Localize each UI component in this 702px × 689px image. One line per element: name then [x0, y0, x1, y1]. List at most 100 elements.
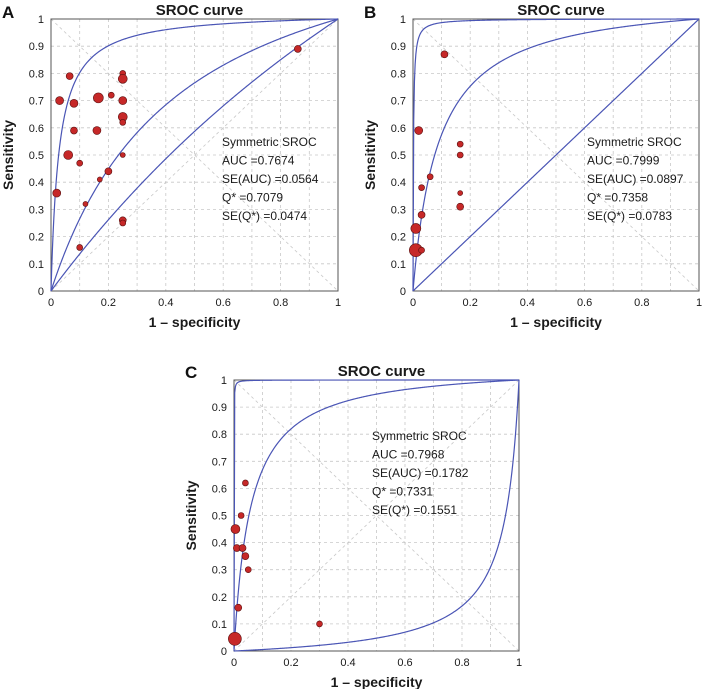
- plot-area: [234, 380, 519, 651]
- study-point: [456, 151, 464, 159]
- annotation-line: Symmetric SROC: [372, 429, 467, 443]
- y-tick-label: 0.1: [29, 259, 44, 271]
- sroc-curve-1: [412, 18, 699, 291]
- y-tick-label: 0.2: [29, 232, 44, 244]
- x-tick-label: 1: [696, 297, 702, 309]
- y-tick-label: 0.5: [212, 511, 227, 523]
- study-point: [238, 544, 247, 552]
- plot-area: [51, 19, 338, 291]
- study-point: [104, 167, 113, 176]
- x-tick-label: 0.8: [273, 297, 288, 309]
- study-point: [69, 99, 79, 108]
- x-tick-label: 0: [48, 297, 54, 309]
- annotation-line: AUC =0.7999: [587, 154, 660, 168]
- annotation-line: SE(Q*) =0.1551: [372, 503, 457, 517]
- y-axis-label: Sensitivity: [0, 120, 16, 190]
- y-tick-label: 0.2: [391, 232, 406, 244]
- y-tick-label: 0.4: [391, 177, 406, 189]
- y-tick-label: 0.8: [391, 68, 406, 80]
- study-point: [70, 126, 78, 135]
- study-point: [92, 126, 102, 135]
- annotation-line: Q* =0.7079: [222, 191, 283, 205]
- study-point: [418, 246, 425, 254]
- study-point: [417, 211, 426, 219]
- y-tick-label: 1: [38, 14, 44, 26]
- study-point: [244, 566, 252, 574]
- x-tick-label: 0.6: [216, 297, 231, 309]
- y-tick-label: 0.4: [29, 177, 44, 189]
- x-axis-label: 1 – specificity: [149, 314, 241, 330]
- annotation-line: SE(AUC) =0.1782: [372, 466, 469, 480]
- x-tick-label: 0.6: [397, 657, 412, 669]
- x-tick-label: 0: [231, 657, 237, 669]
- x-tick-label: 1: [335, 297, 341, 309]
- study-point: [457, 190, 463, 196]
- study-point: [426, 173, 434, 181]
- y-tick-label: 0.5: [391, 150, 406, 162]
- y-tick-label: 1: [221, 375, 227, 387]
- chart-title: SROC curve: [156, 2, 244, 19]
- plot-frame: [50, 18, 339, 292]
- y-tick-label: 0: [221, 646, 227, 658]
- y-tick-label: 0.6: [391, 123, 406, 135]
- x-tick-label: 0.6: [577, 297, 592, 309]
- study-point: [63, 150, 74, 160]
- study-point: [440, 50, 449, 59]
- y-axis-label: Sensitivity: [183, 480, 199, 550]
- y-tick-label: 0.7: [29, 96, 44, 108]
- annotation-line: Q* =0.7331: [372, 485, 433, 499]
- sroc-curve-3: [233, 379, 520, 652]
- annotation-line: AUC =0.7674: [222, 154, 295, 168]
- annotation-line: Q* =0.7358: [587, 191, 648, 205]
- y-tick-label: 0: [38, 286, 44, 298]
- y-tick-label: 0.8: [212, 429, 227, 441]
- study-point: [234, 603, 243, 612]
- study-point: [52, 188, 62, 198]
- study-point: [76, 159, 83, 167]
- y-tick-label: 0.9: [212, 402, 227, 414]
- y-tick-label: 0.6: [29, 123, 44, 135]
- study-point: [65, 72, 74, 80]
- study-point: [228, 632, 242, 646]
- study-point: [119, 219, 127, 227]
- panel-c: 0 0.2 0.4 0.6 0.8 1 0 0.1 0.2 0.3 0.4 0.5 0.6 0.7 0.8 0…: [183, 363, 522, 689]
- y-axis-label: Sensitivity: [362, 120, 378, 190]
- study-point: [119, 152, 126, 158]
- y-tick-label: 0.4: [212, 538, 227, 550]
- y-tick-label: 0.5: [29, 150, 44, 162]
- y-tick-label: 0.6: [212, 483, 227, 495]
- study-point: [117, 74, 128, 84]
- study-point: [456, 202, 464, 211]
- y-tick-label: 0.1: [212, 619, 227, 631]
- sroc-curve-3: [50, 18, 339, 292]
- x-tick-label: 0.4: [340, 657, 355, 669]
- study-point: [76, 244, 83, 251]
- y-tick-label: 0.3: [212, 565, 227, 577]
- study-point: [118, 96, 128, 105]
- y-tick-label: 0.3: [391, 204, 406, 216]
- y-tick-label: 0: [400, 286, 406, 298]
- x-tick-label: 0.8: [454, 657, 469, 669]
- study-point: [96, 176, 103, 183]
- annotation-line: SE(Q*) =0.0783: [587, 209, 672, 223]
- study-point: [414, 126, 424, 135]
- annotation-line: AUC =0.7968: [372, 448, 445, 462]
- panel-b: 0 0.2 0.4 0.6 0.8 1 0 0.1 0.2 0.3 0.4 0.5 0.6 0.7 0.8 0…: [362, 2, 702, 330]
- y-tick-label: 0.3: [29, 204, 44, 216]
- x-tick-label: 0: [410, 297, 416, 309]
- sroc-curve-1: [50, 18, 339, 292]
- sroc-curve-3: [412, 18, 700, 292]
- study-point: [410, 223, 422, 234]
- study-point: [55, 96, 64, 105]
- x-tick-label: 0.2: [101, 297, 116, 309]
- annotation-line: Symmetric SROC: [222, 135, 317, 149]
- x-tick-label: 1: [516, 657, 522, 669]
- sroc-curve-1: [233, 379, 519, 649]
- panel-label-a: A: [2, 3, 14, 22]
- study-point: [456, 140, 464, 148]
- study-point: [241, 552, 250, 560]
- sroc-curve-2: [412, 18, 700, 292]
- y-tick-label: 0.2: [212, 592, 227, 604]
- y-tick-label: 0.9: [29, 41, 44, 53]
